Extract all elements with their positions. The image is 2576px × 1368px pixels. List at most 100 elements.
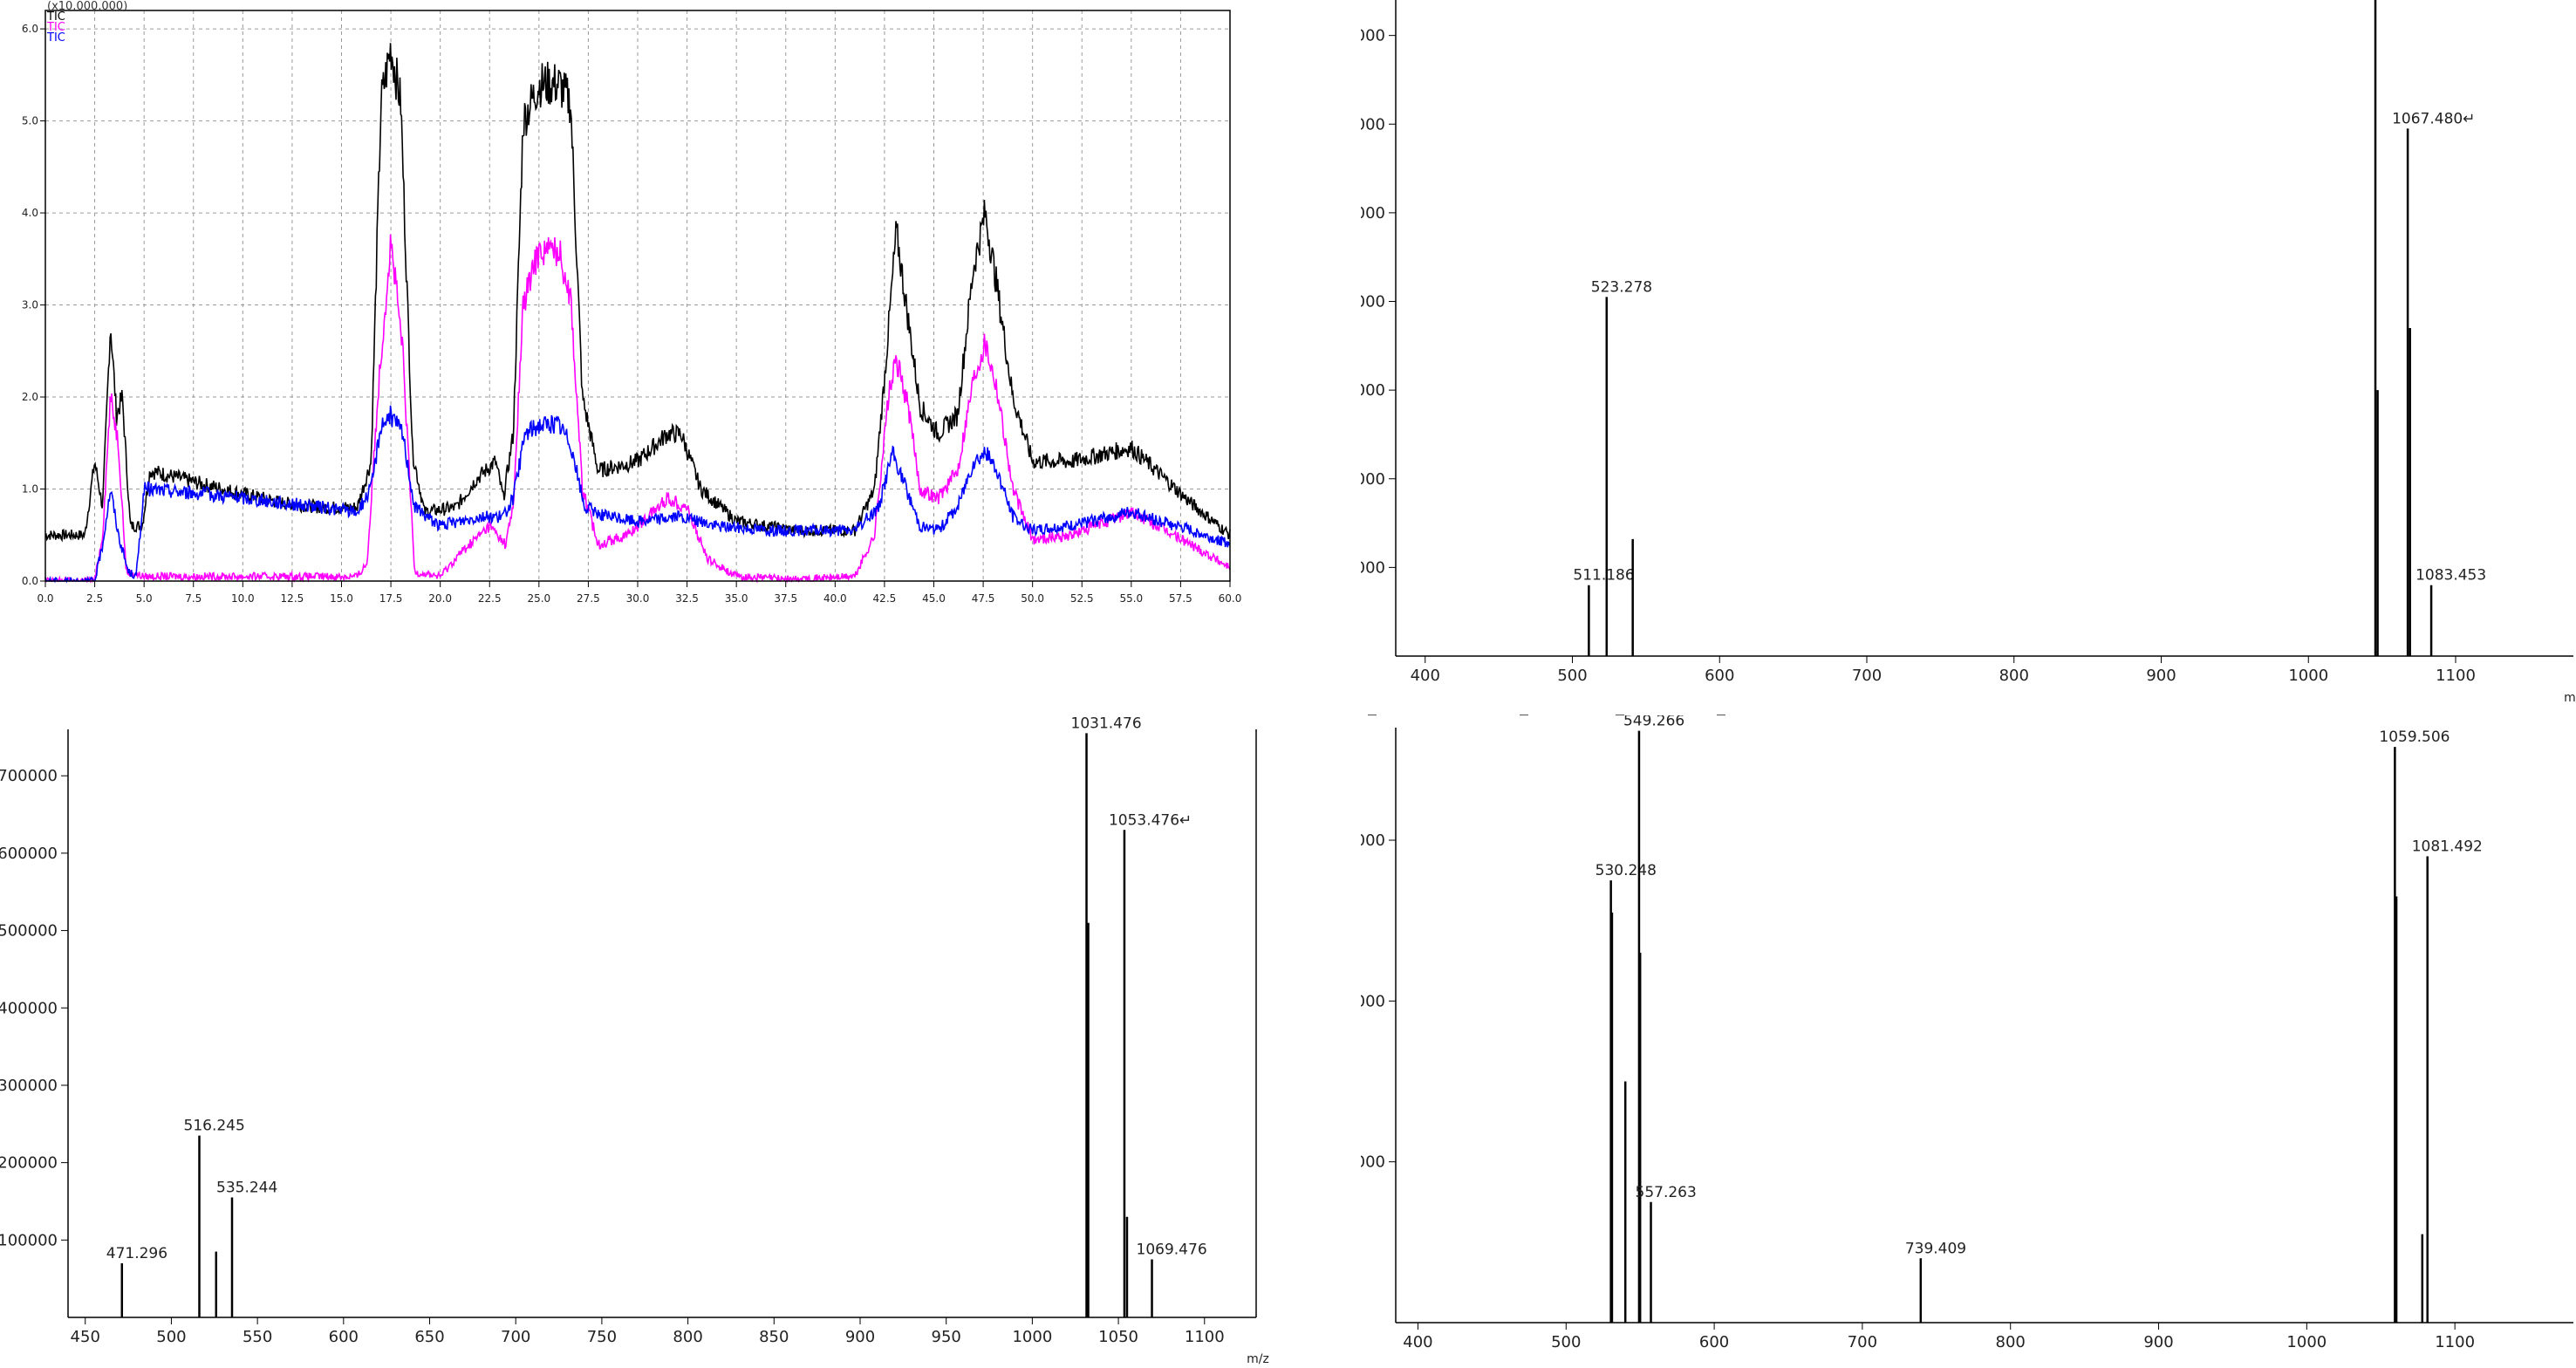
ms2-x-tick-label: 1100 (1185, 1328, 1225, 1346)
tic-y-tick-label: 1.0 (22, 483, 38, 496)
ms2-x-axis-label: m/z (1247, 1352, 1269, 1366)
legend-entry-blue: TIC (47, 31, 65, 44)
ms2-y-tick-label: 600000 (0, 845, 58, 863)
tic-x-tick-label: 40.0 (823, 592, 847, 605)
tic-x-tick-label: 12.5 (281, 592, 304, 605)
ms2-peak-label: 471.296 (106, 1245, 167, 1262)
ms1-x-tick-label: 700 (1852, 667, 1882, 685)
ms2-y-tick-label: 200000 (0, 1154, 58, 1173)
ms1-x-tick-label: 500 (1557, 667, 1587, 685)
ms1-x-tick-label: 1000 (2288, 667, 2328, 685)
tic-x-tick-label: 5.0 (136, 592, 153, 605)
tic-chromatogram-chart: 0.0 2.5 5.0 7.5 10.0 12.5 15.0 17.5 20.0 22.5 25.0… (22, 10, 1242, 605)
ms3-peak-label: 1081.492 (2412, 838, 2483, 855)
ms3-x-tick-label: 400 (1403, 1333, 1432, 1351)
ms1-y-tick-label: 200000 (1361, 470, 1385, 489)
ms2-peak-label: 1031.476 (1071, 715, 1142, 732)
ms2-x-tick-label: 900 (845, 1328, 875, 1346)
tic-x-tick-label: 27.5 (577, 592, 600, 605)
ms2-x-tick-label: 850 (759, 1328, 789, 1346)
mass-spectrum-3-chart: 400 500 600 700 800 900 1000 1100 100000 200000 30… (1361, 715, 2573, 1351)
tic-x-tick-label: 7.5 (185, 592, 202, 605)
legend-entry-black: TIC (47, 10, 65, 24)
ms1-x-axis-label: m/z (2564, 691, 2576, 705)
ms2-y-tick-label: 300000 (0, 1077, 58, 1095)
ms3-x-tick-label: 900 (2143, 1333, 2173, 1351)
ms2-x-tick-label: 950 (932, 1328, 961, 1346)
mass-spectrum-1-panel: 400 500 600 700 800 900 1000 1100 100000 200000 30… (1361, 0, 2576, 715)
tic-x-tick-label: 22.5 (478, 592, 502, 605)
ms2-x-tick-label: 500 (156, 1328, 186, 1346)
tic-y-tick-label: 6.0 (22, 23, 38, 35)
ms1-x-tick-label: 1100 (2436, 667, 2476, 685)
tic-x-tick-label: 47.5 (972, 592, 995, 605)
tic-header-label: (x10,000,000) (47, 0, 128, 13)
mass-spectrum-2-panel: 450 500 550 600 650 700 750 800 850 900 950 1000 105… (0, 715, 1274, 1368)
tic-y-tick-label: 3.0 (22, 299, 38, 311)
tic-x-tick-label: 37.5 (774, 592, 797, 605)
ms3-x-tick-label: 500 (1551, 1333, 1581, 1351)
tic-y-tick-label: 0.0 (22, 575, 38, 587)
ms2-x-tick-label: 450 (71, 1328, 100, 1346)
tic-x-tick-label: 50.0 (1021, 592, 1044, 605)
ms1-x-tick-label: 400 (1411, 667, 1440, 685)
mass-spectrum-3-panel: 400 500 600 700 800 900 1000 1100 100000 200000 30… (1361, 715, 2576, 1368)
ms3-y-tick-label: 100000 (1361, 1153, 1385, 1172)
ms3-x-tick-label: 1000 (2286, 1333, 2327, 1351)
tic-x-tick-label: 25.0 (527, 592, 550, 605)
tic-x-tick-label: 17.5 (379, 592, 403, 605)
ms3-peak-label: 530.248 (1595, 862, 1657, 879)
ms3-peak-label: 557.263 (1636, 1184, 1697, 1201)
ms2-peak-label: 516.245 (184, 1118, 245, 1135)
ms1-y-tick-label: 600000 (1361, 115, 1385, 133)
mass-spectrum-1-chart: 400 500 600 700 800 900 1000 1100 100000 200000 30… (1361, 0, 2576, 715)
ms3-x-tick-label: 800 (1996, 1333, 2026, 1351)
ms3-y-tick-label: 300000 (1361, 831, 1385, 850)
mass-spectrum-2-chart: 450 500 550 600 650 700 750 800 850 900 950 1000 105… (0, 715, 1269, 1366)
tic-series-line-2 (44, 405, 1231, 584)
ms1-y-tick-label: 700000 (1361, 27, 1385, 45)
ms1-peak-label: 511.186 (1573, 567, 1634, 585)
ms2-x-tick-label: 650 (414, 1328, 444, 1346)
tic-x-tick-label: 35.0 (725, 592, 748, 605)
tic-legend: (x10,000,000) TIC TIC TIC (47, 0, 128, 44)
ms2-y-tick-label: 100000 (0, 1231, 58, 1249)
ms3-y-tick-label: 200000 (1361, 992, 1385, 1010)
ms2-y-tick-label: 700000 (0, 767, 58, 785)
ms3-x-tick-label: 700 (1848, 1333, 1877, 1351)
ms2-y-tick-label: 400000 (0, 999, 58, 1017)
tic-chromatogram-panel: 0.0 2.5 5.0 7.5 10.0 12.5 15.0 17.5 20.0 22.5 25.0… (0, 0, 1256, 628)
tic-x-tick-label: 42.5 (873, 592, 897, 605)
ms3-peak-label: 739.409 (1905, 1240, 1966, 1257)
ms2-x-tick-label: 1050 (1098, 1328, 1138, 1346)
ms2-x-tick-label: 700 (501, 1328, 530, 1346)
ms1-y-tick-label: 300000 (1361, 381, 1385, 400)
legend-entry-magenta: TIC (47, 21, 65, 34)
ms2-x-tick-label: 750 (587, 1328, 617, 1346)
tic-x-tick-label: 55.0 (1119, 592, 1143, 605)
ms2-x-tick-label: 1000 (1012, 1328, 1052, 1346)
ms3-peak-label: 549.266 (1623, 715, 1684, 730)
ms1-x-tick-label: 800 (1999, 667, 2029, 685)
ms3-x-tick-label: 600 (1699, 1333, 1729, 1351)
tic-x-tick-label: 32.5 (675, 592, 699, 605)
ms2-x-tick-label: 600 (329, 1328, 359, 1346)
ms1-peak-label: 523.278 (1591, 278, 1652, 296)
tic-x-tick-label: 2.5 (86, 592, 103, 605)
ms1-x-tick-label: 600 (1705, 667, 1734, 685)
tic-x-tick-label: 10.0 (231, 592, 255, 605)
ms2-x-tick-label: 800 (673, 1328, 702, 1346)
tic-x-tick-label: 57.5 (1169, 592, 1192, 605)
ms1-y-tick-label: 400000 (1361, 293, 1385, 311)
ms1-y-tick-label: 500000 (1361, 204, 1385, 222)
ms1-peak-label: 1083.453 (2415, 567, 2486, 585)
ms1-peak-label: 1067.480↵ (2392, 110, 2475, 127)
tic-x-tick-label: 60.0 (1219, 592, 1242, 605)
tic-series-line-1 (44, 234, 1231, 584)
ms1-y-tick-label: 100000 (1361, 558, 1385, 577)
tic-x-tick-label: 45.0 (922, 592, 946, 605)
tic-x-tick-label: 15.0 (330, 592, 353, 605)
ms1-x-tick-label: 900 (2146, 667, 2176, 685)
tic-x-tick-label: 0.0 (37, 592, 53, 605)
ms3-peak-label: 1059.506 (2379, 728, 2450, 746)
